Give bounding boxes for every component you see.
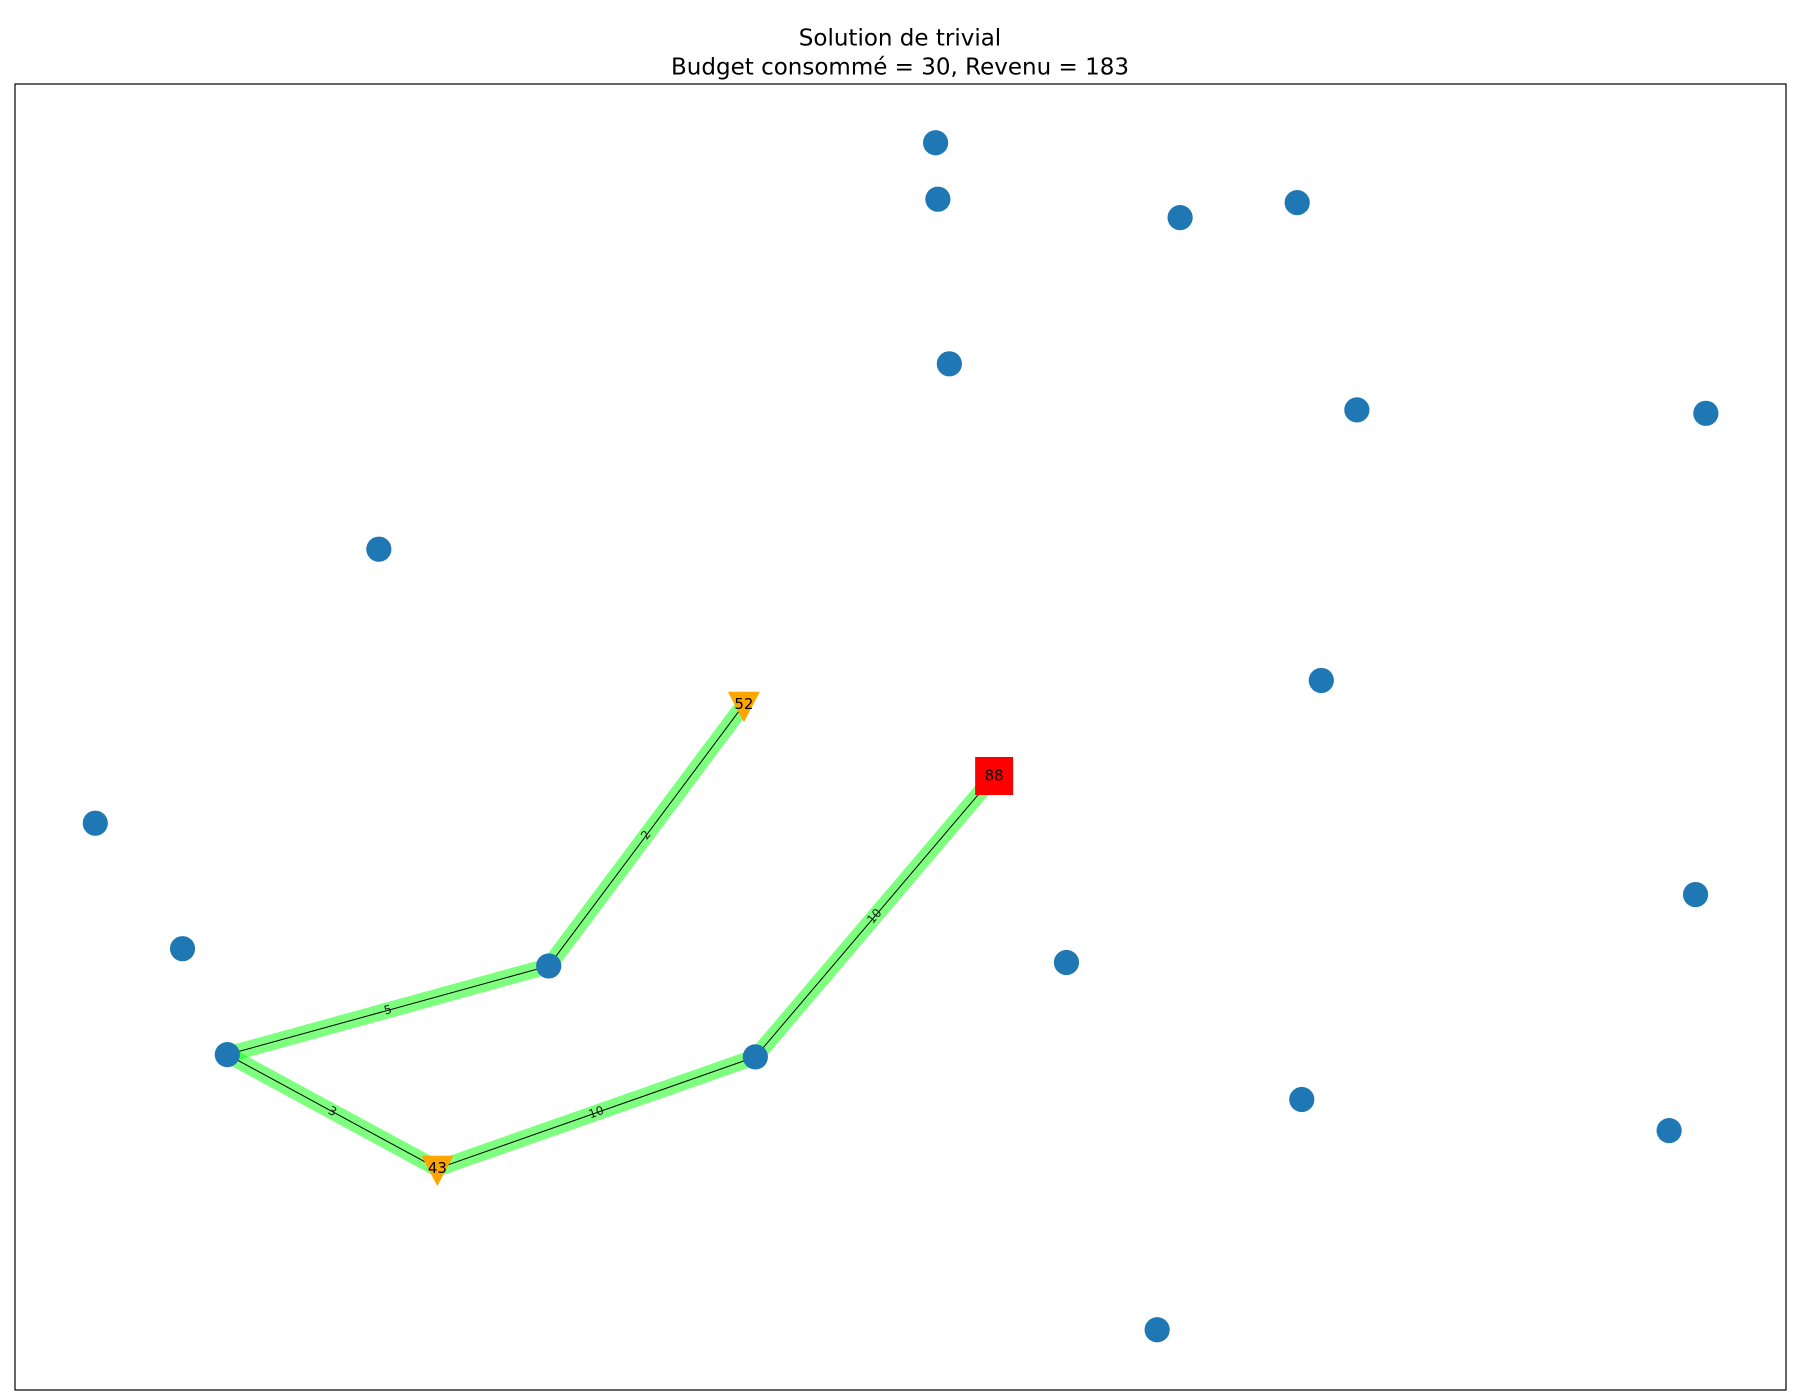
edge-label: 5 (382, 1002, 393, 1018)
node (214, 1042, 240, 1068)
edge (227, 965, 549, 1056)
edge (227, 1054, 438, 1170)
node (536, 953, 562, 979)
node-square (975, 756, 1014, 795)
node-triangle (727, 691, 760, 723)
node-label: 88 (985, 766, 1004, 784)
node (1308, 667, 1334, 694)
node (1144, 1317, 1170, 1343)
node (1284, 190, 1310, 216)
node (1693, 400, 1719, 426)
node (1656, 1117, 1682, 1144)
node (1344, 397, 1370, 423)
node-label: 43 (428, 1159, 447, 1177)
title: Solution de trivial (799, 26, 1001, 52)
node (1053, 949, 1080, 976)
node (742, 1044, 768, 1070)
frame (14, 83, 1787, 1391)
node (366, 536, 392, 562)
edge (754, 775, 995, 1058)
edge (437, 1056, 756, 1170)
node (169, 936, 196, 962)
edge-label: 10 (587, 1103, 606, 1121)
node (1682, 881, 1709, 908)
node (1289, 1086, 1315, 1113)
node-label: 52 (734, 695, 753, 713)
node (925, 186, 951, 212)
node-triangle (421, 1155, 454, 1187)
node (922, 130, 949, 156)
node (1167, 204, 1193, 231)
edge (548, 704, 745, 967)
node (936, 351, 962, 377)
node (82, 810, 108, 836)
subtitle: Budget consommé = 30, Revenu = 183 (671, 55, 1129, 81)
